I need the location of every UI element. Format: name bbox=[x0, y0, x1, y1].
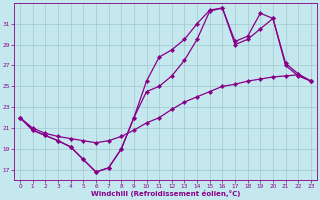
X-axis label: Windchill (Refroidissement éolien,°C): Windchill (Refroidissement éolien,°C) bbox=[91, 190, 240, 197]
